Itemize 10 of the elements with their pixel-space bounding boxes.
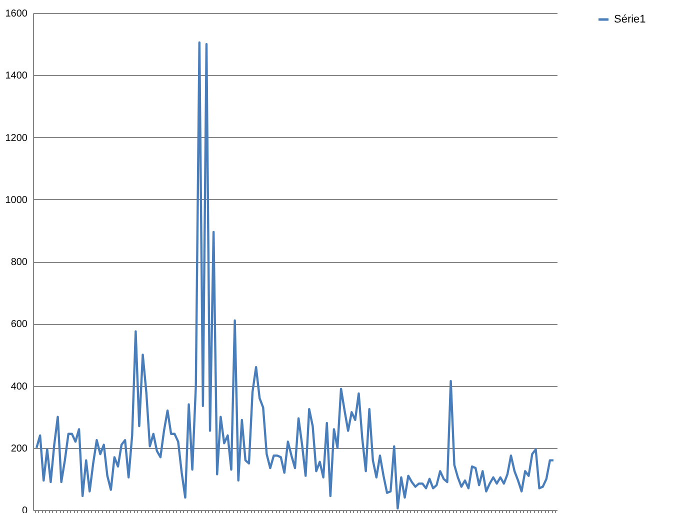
y-tick-label: 600 <box>10 319 28 330</box>
y-tick-label: 1600 <box>5 8 28 20</box>
y-tick-label: 400 <box>10 381 28 392</box>
y-tick-label: 200 <box>10 443 28 454</box>
line-series <box>35 41 555 510</box>
legend-label: Série1 <box>614 14 646 26</box>
y-tick-label: 1200 <box>5 132 28 144</box>
y-tick-label: 1400 <box>5 70 28 82</box>
y-tick-label: 800 <box>10 257 28 268</box>
y-tick-label: 1000 <box>5 194 28 206</box>
